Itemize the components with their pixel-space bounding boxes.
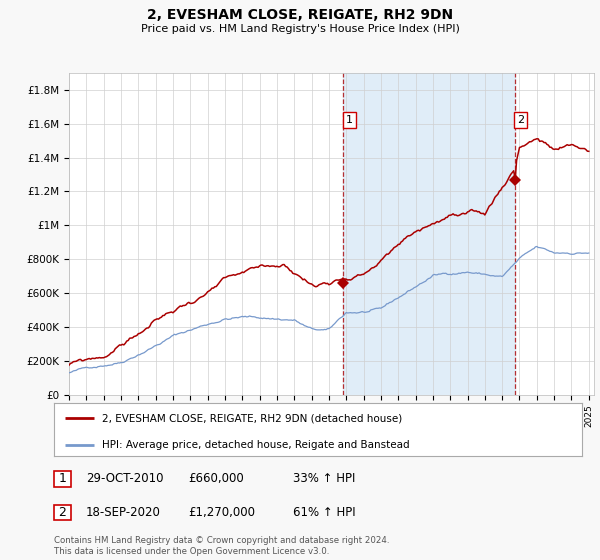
Text: 2: 2 xyxy=(517,115,524,125)
Text: £660,000: £660,000 xyxy=(188,472,244,486)
Text: Price paid vs. HM Land Registry's House Price Index (HPI): Price paid vs. HM Land Registry's House … xyxy=(140,24,460,34)
FancyBboxPatch shape xyxy=(54,505,71,520)
Text: £1,270,000: £1,270,000 xyxy=(188,506,255,519)
Text: 1: 1 xyxy=(346,115,353,125)
Text: 29-OCT-2010: 29-OCT-2010 xyxy=(86,472,163,486)
Bar xyxy=(343,73,515,395)
Text: 33% ↑ HPI: 33% ↑ HPI xyxy=(293,472,355,486)
Text: 18-SEP-2020: 18-SEP-2020 xyxy=(86,506,161,519)
Text: HPI: Average price, detached house, Reigate and Banstead: HPI: Average price, detached house, Reig… xyxy=(101,440,409,450)
Text: 61% ↑ HPI: 61% ↑ HPI xyxy=(293,506,355,519)
Text: 2, EVESHAM CLOSE, REIGATE, RH2 9DN (detached house): 2, EVESHAM CLOSE, REIGATE, RH2 9DN (deta… xyxy=(101,413,402,423)
Text: 2, EVESHAM CLOSE, REIGATE, RH2 9DN: 2, EVESHAM CLOSE, REIGATE, RH2 9DN xyxy=(147,8,453,22)
Text: Contains HM Land Registry data © Crown copyright and database right 2024.
This d: Contains HM Land Registry data © Crown c… xyxy=(54,536,389,556)
FancyBboxPatch shape xyxy=(54,471,71,487)
Text: 2: 2 xyxy=(58,506,67,519)
Text: 1: 1 xyxy=(58,472,67,486)
